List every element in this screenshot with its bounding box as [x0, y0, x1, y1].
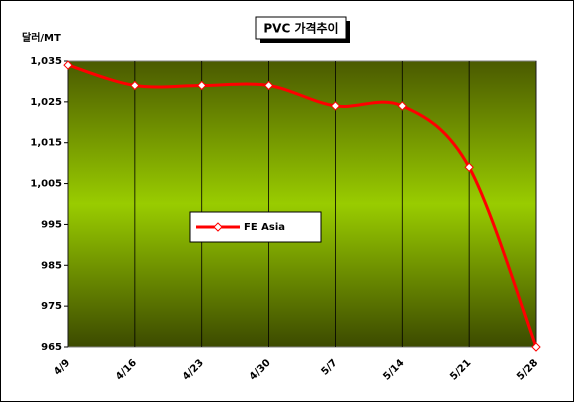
y-tick-label: 985 [41, 260, 62, 271]
y-tick-label: 1,015 [30, 138, 62, 149]
y-axis-label: 달러/MT [22, 31, 61, 44]
title-box [255, 16, 347, 40]
point-marker [263, 80, 274, 91]
point-marker [397, 101, 407, 111]
point-marker [531, 342, 541, 352]
y-tick-label: 965 [41, 342, 62, 353]
y-tick-label: 1,025 [30, 97, 62, 108]
legend-label: FE Asia [244, 222, 285, 233]
point-marker [330, 101, 341, 111]
y-tick-label: 995 [41, 219, 62, 230]
point-marker [63, 60, 73, 70]
plot-area [67, 60, 537, 348]
point-marker [464, 162, 474, 172]
point-marker [197, 80, 207, 91]
series-line [67, 63, 538, 348]
y-tick-label: 975 [41, 301, 62, 312]
legend-marker [213, 222, 223, 232]
point-marker [130, 80, 140, 91]
chart-title: PVC 가격추이 [263, 21, 338, 36]
y-tick-label: 1,035 [30, 56, 62, 67]
y-tick-label: 1,005 [30, 179, 62, 190]
